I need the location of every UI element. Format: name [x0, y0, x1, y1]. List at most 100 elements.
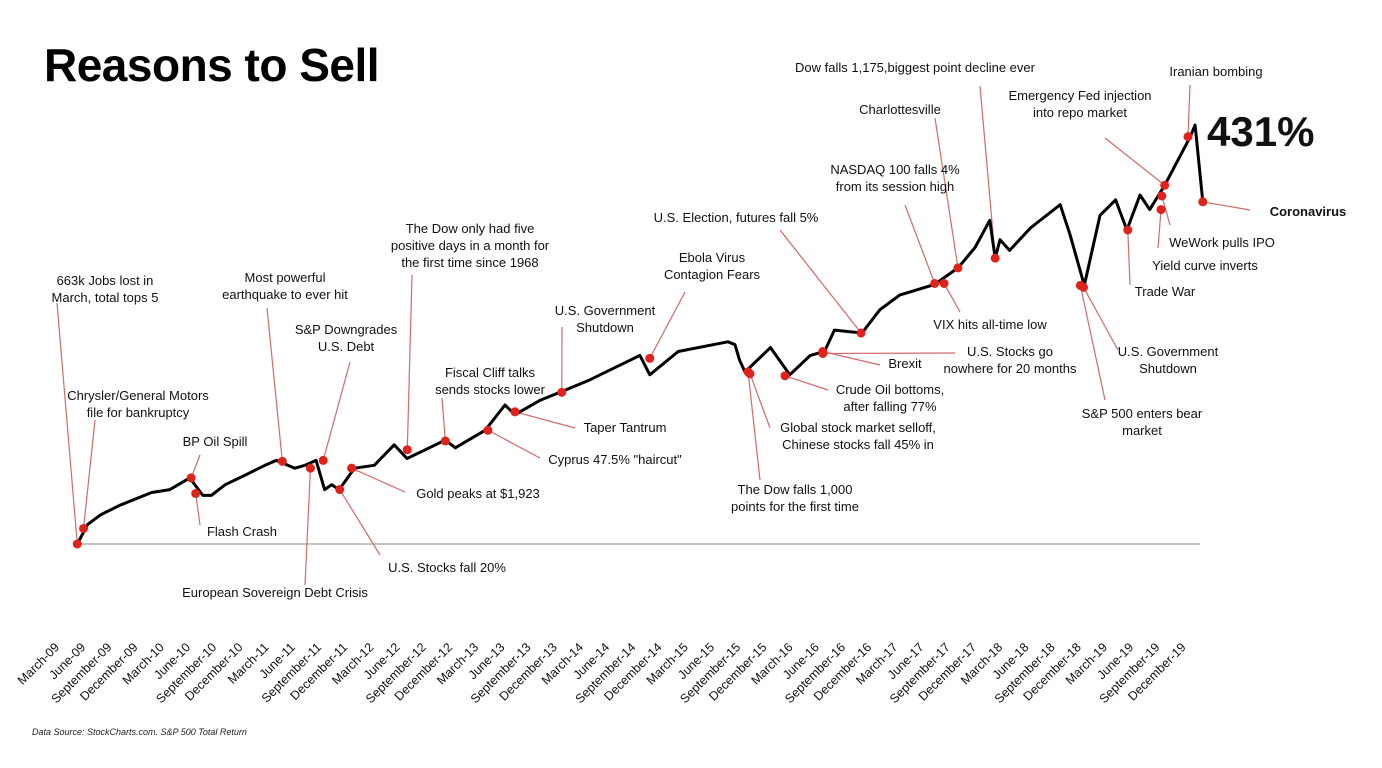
leader-line: [322, 361, 351, 461]
annotation-line: Crude Oil bottoms,: [836, 382, 944, 397]
leader-line: [979, 85, 996, 259]
leader-line: [1104, 137, 1166, 186]
leader-line: [406, 274, 413, 450]
annotation-line: The Dow falls 1,000: [738, 482, 853, 497]
annotation-line: Global stock market selloff,: [780, 420, 936, 435]
annotation-label: Fiscal Cliff talks sends stocks lower: [435, 365, 545, 397]
event-marker: [990, 253, 1000, 263]
event-marker: [930, 278, 940, 288]
annotation-label: Dow falls 1,175,biggest point decline ev…: [795, 60, 1036, 75]
leader-line: [487, 429, 541, 459]
annotation-label: VIX hits all-time low: [933, 317, 1047, 332]
annotation-label: Crude Oil bottoms, after falling 77%: [836, 382, 944, 414]
annotation-line: Chrysler/General Motors: [67, 388, 209, 403]
annotation-label: U.S. Government Shutdown: [1118, 344, 1219, 376]
event-marker: [72, 539, 82, 549]
event-marker: [191, 488, 201, 498]
event-marker: [745, 369, 755, 379]
annotation-label: U.S. Government Shutdown: [555, 303, 656, 335]
leader-line: [441, 397, 446, 441]
leader-line: [339, 489, 381, 556]
annotation-label: S&P Downgrades U.S. Debt: [295, 322, 398, 354]
event-marker: [305, 463, 315, 473]
leader-line: [1161, 195, 1171, 226]
annotation-label: NASDAQ 100 falls 4% from its session high: [830, 162, 960, 194]
leader-line: [304, 468, 312, 586]
annotation-line: from its session high: [836, 179, 955, 194]
event-marker: [1183, 132, 1193, 142]
annotation-line: earthquake to ever hit: [222, 287, 348, 302]
annotation-label: Cyprus 47.5% "haircut": [548, 452, 682, 467]
annotation-label: Global stock market selloff, Chinese stoc…: [780, 420, 936, 452]
event-marker: [347, 463, 357, 473]
annotation-line: U.S. Government: [1118, 344, 1219, 359]
annotation-label: S&P 500 enters bear market: [1082, 406, 1203, 438]
annotation-line: NASDAQ 100 falls 4%: [830, 162, 960, 177]
annotation-line: European Sovereign Debt Crisis: [182, 585, 368, 600]
annotation-line: BP Oil Spill: [183, 434, 248, 449]
leader-line: [1157, 209, 1162, 249]
event-marker: [856, 328, 866, 338]
annotation-markers: [72, 132, 1208, 549]
annotation-label: Emergency Fed injection into repo market: [1008, 88, 1151, 120]
event-marker: [186, 473, 196, 483]
annotation-line: Contagion Fears: [664, 267, 761, 282]
leader-line: [934, 117, 959, 268]
annotation-line: Shutdown: [576, 320, 634, 335]
annotation-line: the first time since 1968: [401, 255, 538, 270]
annotation-line: sends stocks lower: [435, 382, 545, 397]
leader-line: [1187, 84, 1191, 137]
annotation-label: BP Oil Spill: [183, 434, 248, 449]
annotation-line: Shutdown: [1139, 361, 1197, 376]
annotation-label: The Dow only had five positive days in a …: [391, 221, 550, 270]
annotation-line: U.S. Government: [555, 303, 656, 318]
leader-line: [1079, 285, 1106, 401]
annotation-line: March, total tops 5: [52, 290, 159, 305]
annotation-label: Taper Tantrum: [584, 420, 667, 435]
event-marker: [277, 456, 287, 466]
annotation-label: U.S. Stocks fall 20%: [388, 560, 506, 575]
leader-line: [649, 291, 686, 359]
annotation-label: U.S. Stocks go nowhere for 20 months: [944, 344, 1077, 376]
event-marker: [335, 485, 345, 495]
annotation-line: Fiscal Cliff talks: [445, 365, 536, 380]
annotation-label: Chrysler/General Motors file for bankrupt…: [67, 388, 209, 420]
annotation-line: U.S. Stocks go: [967, 344, 1053, 359]
annotation-line: S&P Downgrades: [295, 322, 398, 337]
annotation-label: Flash Crash: [207, 524, 277, 539]
annotation-leaders: [56, 84, 1251, 586]
annotation-label: European Sovereign Debt Crisis: [182, 585, 368, 600]
annotation-line: nowhere for 20 months: [944, 361, 1077, 376]
leader-line: [779, 229, 862, 334]
leader-line: [351, 467, 406, 493]
annotation-label: Iranian bombing: [1169, 64, 1262, 79]
data-source-note: Data Source: StockCharts.com. S&P 500 To…: [32, 727, 247, 737]
annotation-line: Ebola Virus: [679, 250, 746, 265]
annotation-line: Chinese stocks fall 45% in: [782, 437, 934, 452]
total-return-label: 431%: [1207, 108, 1314, 155]
annotation-label: Trade War: [1135, 284, 1196, 299]
leader-line: [82, 419, 96, 529]
annotation-label: Yield curve inverts: [1152, 258, 1258, 273]
leader-line: [747, 371, 761, 481]
annotation-line: U.S. Stocks fall 20%: [388, 560, 506, 575]
annotation-line: Coronavirus: [1270, 204, 1347, 219]
event-marker: [1156, 205, 1166, 215]
event-marker: [440, 436, 450, 446]
series-line: [75, 123, 1205, 545]
annotation-line: Dow falls 1,175,biggest point decline ev…: [795, 60, 1036, 75]
annotation-line: WeWork pulls IPO: [1169, 235, 1275, 250]
event-marker: [1123, 225, 1133, 235]
event-marker: [318, 455, 328, 465]
leader-line: [1127, 229, 1131, 286]
annotation-line: into repo market: [1033, 105, 1127, 120]
annotation-line: U.S. Election, futures fall 5%: [654, 210, 819, 225]
annotation-label: The Dow falls 1,000 points for the first …: [731, 482, 859, 514]
annotation-line: 663k Jobs lost in: [57, 273, 154, 288]
annotation-line: market: [1122, 423, 1162, 438]
leader-line: [749, 373, 771, 429]
annotation-line: Cyprus 47.5% "haircut": [548, 452, 682, 467]
leader-line: [943, 283, 961, 313]
leader-line: [784, 375, 829, 391]
